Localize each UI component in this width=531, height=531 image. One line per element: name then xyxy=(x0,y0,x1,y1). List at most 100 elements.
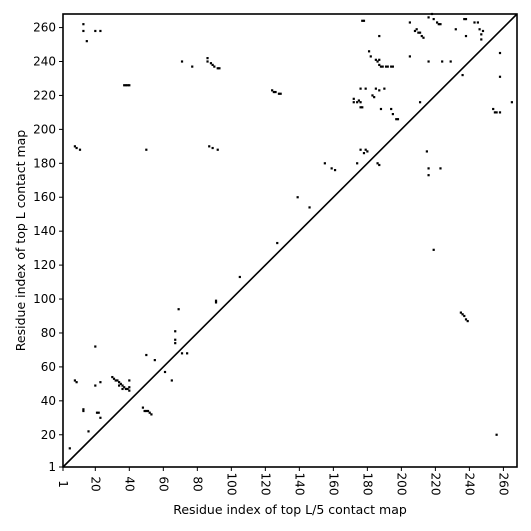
contact-point-upper xyxy=(383,87,386,90)
contact-point-upper xyxy=(73,145,76,148)
contact-point-upper xyxy=(359,87,362,90)
x-tick-label: 20 xyxy=(88,476,102,491)
contact-point-lower xyxy=(174,338,177,341)
contact-point-lower xyxy=(174,342,177,345)
y-tick-label: 1 xyxy=(48,460,56,474)
contact-point-upper xyxy=(435,21,439,24)
contact-point-upper xyxy=(82,29,85,33)
contact-point-lower xyxy=(118,384,121,387)
contact-point-lower xyxy=(150,413,153,416)
contact-point-upper xyxy=(369,55,372,58)
contact-point-upper xyxy=(352,101,355,104)
contact-point-lower xyxy=(145,409,148,413)
contact-point-upper xyxy=(123,84,126,87)
x-tick-label: 100 xyxy=(224,473,238,496)
contact-point-upper xyxy=(296,196,299,199)
contact-point-upper xyxy=(386,65,389,68)
x-tick-label: 180 xyxy=(360,473,374,496)
x-tick-label: 60 xyxy=(156,476,170,491)
x-tick-label: 140 xyxy=(292,473,306,496)
contact-point-upper xyxy=(492,107,495,111)
y-tick-label: 20 xyxy=(41,428,56,442)
contact-point-upper xyxy=(373,96,376,99)
contact-point-upper xyxy=(362,19,366,22)
contact-point-lower xyxy=(97,411,100,414)
contact-point-upper xyxy=(384,65,388,68)
contact-point-lower xyxy=(82,409,85,413)
contact-point-lower xyxy=(143,409,146,413)
contact-point-upper xyxy=(126,84,129,87)
contact-point-upper xyxy=(432,248,435,251)
contact-point-upper xyxy=(422,36,425,39)
contact-point-upper xyxy=(390,107,393,111)
contact-point-upper xyxy=(378,58,381,61)
contact-point-upper xyxy=(396,118,400,121)
contact-point-lower xyxy=(111,375,114,379)
contact-point-lower xyxy=(121,384,124,387)
contact-point-upper xyxy=(271,89,274,92)
contact-point-upper xyxy=(480,38,483,41)
contact-point-upper xyxy=(378,63,381,66)
contact-point-lower xyxy=(464,318,468,321)
contact-point-upper xyxy=(376,162,379,165)
x-tick-label: 260 xyxy=(496,473,510,496)
contact-point-upper xyxy=(361,106,364,109)
contact-point-lower xyxy=(82,408,85,411)
contact-point-upper xyxy=(364,87,367,90)
contact-point-upper xyxy=(323,162,326,165)
y-tick-label: 200 xyxy=(33,122,56,136)
contact-point-upper xyxy=(208,145,211,148)
contact-point-upper xyxy=(218,67,221,70)
contact-point-upper xyxy=(498,111,502,114)
plot-frame xyxy=(62,13,518,468)
contact-point-upper xyxy=(75,146,78,150)
contact-point-upper xyxy=(408,55,411,58)
contact-point-upper xyxy=(439,23,442,26)
contact-point-upper xyxy=(439,167,442,170)
contact-point-upper xyxy=(510,101,513,104)
contact-point-upper xyxy=(211,146,214,150)
contact-point-upper xyxy=(473,21,476,24)
contact-point-upper xyxy=(359,148,362,151)
contact-point-upper xyxy=(78,148,82,151)
contact-point-upper xyxy=(211,63,214,66)
contact-point-upper xyxy=(272,90,275,94)
contact-point-lower xyxy=(146,409,150,413)
contact-point-lower xyxy=(121,387,124,391)
contact-point-upper xyxy=(378,163,381,167)
contact-point-lower xyxy=(68,447,71,450)
contact-point-lower xyxy=(94,345,97,348)
contact-point-upper xyxy=(357,99,360,102)
x-tick-label: 200 xyxy=(394,473,408,496)
contact-point-upper xyxy=(461,73,464,77)
contact-point-upper xyxy=(216,148,219,151)
y-tick-label: 80 xyxy=(41,326,56,340)
contact-point-lower xyxy=(214,301,218,304)
contact-point-upper xyxy=(277,92,281,95)
contact-point-lower xyxy=(128,389,131,392)
contact-point-lower xyxy=(95,411,99,414)
contact-point-lower xyxy=(128,386,131,389)
contact-point-upper xyxy=(274,90,277,94)
x-axis-ticks: 1 20 40 60 80 100 120 140 160 180 200 220 240 260 xyxy=(56,467,510,495)
points-layer xyxy=(68,12,513,450)
contact-point-upper xyxy=(362,152,366,155)
contact-point-upper xyxy=(449,60,452,63)
contact-point-lower xyxy=(118,381,121,384)
contact-point-lower xyxy=(459,311,462,314)
contact-point-lower xyxy=(124,387,128,391)
x-tick-label: 220 xyxy=(428,473,442,496)
contact-point-upper xyxy=(145,148,148,151)
contact-point-upper xyxy=(99,29,102,33)
contact-point-upper xyxy=(308,206,311,209)
contact-point-lower xyxy=(153,359,156,362)
contact-point-upper xyxy=(379,65,383,68)
contact-point-upper xyxy=(395,118,398,121)
contact-point-lower xyxy=(87,430,90,433)
contact-point-upper xyxy=(180,60,184,63)
contact-point-lower xyxy=(112,377,116,380)
contact-point-upper xyxy=(361,19,364,22)
contact-point-lower xyxy=(99,416,102,419)
x-tick-label: 240 xyxy=(462,473,476,496)
